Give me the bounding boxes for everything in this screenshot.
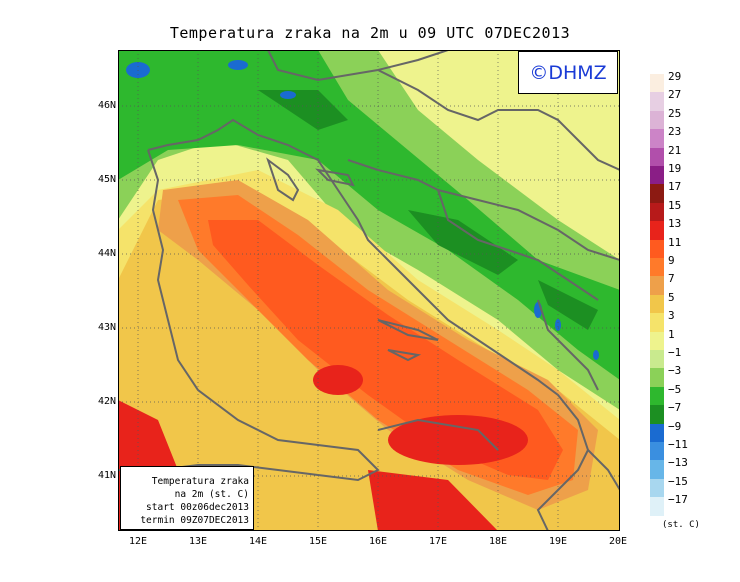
- legend-label: −7: [668, 401, 682, 415]
- legend-swatch: [650, 258, 664, 277]
- info-box: Temperatura zraka na 2m (st. C) start 00…: [120, 466, 254, 530]
- temperature-map: [118, 50, 620, 531]
- legend-swatch: [650, 405, 664, 424]
- legend-label: −1: [668, 346, 682, 359]
- legend-swatch: [650, 460, 664, 479]
- legend-swatch: [650, 386, 664, 406]
- legend-label: 19: [668, 162, 682, 175]
- legend-swatch: [650, 147, 664, 166]
- legend-label: −11: [668, 438, 688, 451]
- info-line-4: termin 09Z07DEC2013: [140, 515, 249, 526]
- legend-label: 23: [668, 125, 682, 139]
- legend-label: 27: [668, 88, 682, 102]
- legend-label: 5: [668, 290, 675, 304]
- legend-label: 15: [668, 198, 682, 212]
- legend-swatch: [650, 423, 664, 442]
- sea-zone-13: [208, 220, 563, 480]
- map-title: Temperatura zraka na 2m u 09 UTC 07DEC20…: [169, 24, 571, 42]
- legend-unit: (st. C): [662, 520, 700, 530]
- legend-label: −5: [668, 382, 682, 396]
- lon-label-15e: 15E: [308, 536, 328, 547]
- lat-label-43n: 43N: [97, 322, 116, 333]
- legend-swatch: [650, 478, 664, 498]
- legend-label: 29: [668, 70, 682, 83]
- lat-label-46n: 46N: [97, 100, 116, 111]
- coastlines-borders: [118, 50, 620, 531]
- legend-swatch: [650, 74, 664, 93]
- legend-swatch: [650, 129, 664, 148]
- dhmz-logo: ©DHMZ: [518, 51, 618, 94]
- info-line-2: na 2m (st. C): [174, 489, 249, 500]
- legend-label: 17: [668, 180, 682, 194]
- legend-label: −3: [668, 364, 682, 378]
- legend-swatch: [650, 442, 664, 461]
- legend-label: 3: [668, 309, 675, 323]
- lon-label-12e: 12E: [128, 536, 148, 547]
- legend-label: −15: [668, 474, 688, 488]
- legend-label: 9: [668, 254, 675, 267]
- legend-swatch: [650, 239, 664, 258]
- legend-label: 11: [668, 235, 682, 249]
- lon-label-20e: 20E: [608, 536, 628, 547]
- legend-label: 25: [668, 106, 682, 120]
- lon-label-14e: 14E: [248, 536, 268, 547]
- legend-swatch: [650, 313, 664, 332]
- darker-green-zone: [118, 50, 620, 380]
- lat-label-42n: 42N: [97, 396, 116, 407]
- legend-swatch: [650, 92, 664, 111]
- legend-swatch: [650, 331, 664, 350]
- lon-label-18e: 18E: [488, 536, 508, 547]
- legend-label: −17: [668, 493, 688, 507]
- legend-label: 1: [668, 327, 675, 341]
- lon-label-19e: 19E: [548, 536, 568, 547]
- legend-label: 21: [668, 143, 682, 157]
- info-line-3: start 00z06dec2013: [146, 502, 249, 513]
- lon-label-13e: 13E: [188, 536, 208, 547]
- legend-swatch: [650, 276, 664, 295]
- lat-label-44n: 44N: [97, 248, 116, 259]
- legend-swatch: [650, 294, 664, 314]
- legend-swatch: [650, 497, 664, 516]
- graticule: [118, 50, 620, 531]
- legend-label: −13: [668, 456, 688, 470]
- lon-label-16e: 16E: [368, 536, 388, 547]
- legend-swatch: [650, 110, 664, 130]
- legend-swatch: [650, 221, 664, 240]
- legend-swatch: [650, 350, 664, 369]
- legend-swatch: [650, 166, 664, 185]
- legend-swatch: [650, 184, 664, 203]
- lat-label-45n: 45N: [97, 174, 116, 185]
- lon-label-17e: 17E: [428, 536, 448, 547]
- legend-label: 13: [668, 217, 682, 231]
- dark-green-zone: [258, 90, 598, 330]
- legend-swatch: [650, 368, 664, 387]
- logo-text: ©DHMZ: [529, 61, 607, 84]
- legend-label: −9: [668, 419, 682, 433]
- legend-label: 7: [668, 272, 675, 286]
- legend-swatch: [650, 202, 664, 222]
- lat-label-41n: 41N: [97, 470, 116, 481]
- info-line-1: Temperatura zraka: [151, 476, 249, 487]
